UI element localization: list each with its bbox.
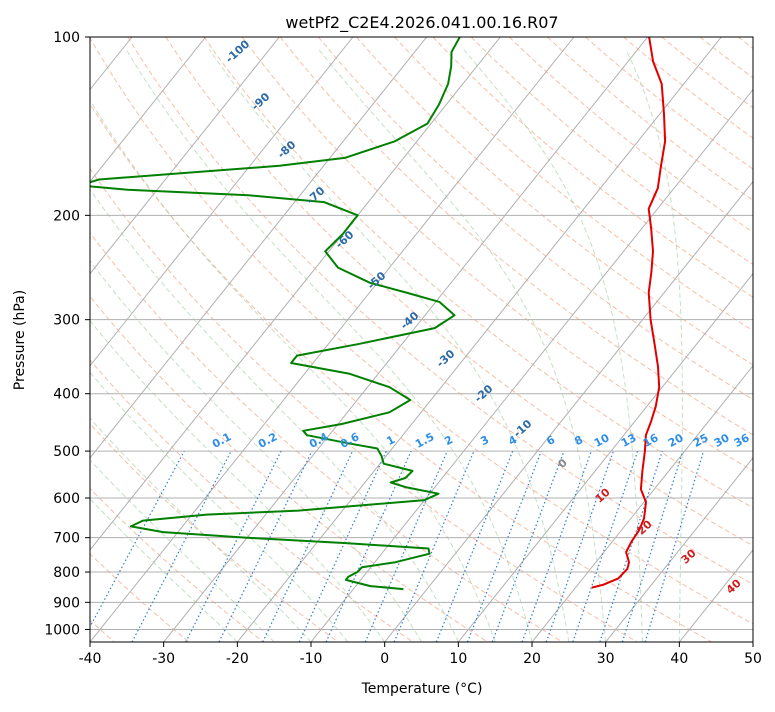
x-tick-label: 20 bbox=[523, 651, 541, 667]
y-tick-label: 500 bbox=[53, 444, 80, 460]
y-tick-label: 100 bbox=[53, 30, 80, 46]
y-tick-label: 900 bbox=[53, 595, 80, 611]
x-tick-label: 40 bbox=[670, 651, 688, 667]
x-tick-label: -40 bbox=[79, 651, 102, 667]
chart-title: wetPf2_C2E4.2026.041.00.16.R07 bbox=[285, 13, 558, 33]
x-tick-label: 0 bbox=[380, 651, 389, 667]
y-tick-label: 700 bbox=[53, 531, 80, 547]
x-tick-label: -20 bbox=[226, 651, 249, 667]
x-tick-label: 30 bbox=[597, 651, 615, 667]
y-tick-label: 300 bbox=[53, 313, 80, 329]
x-axis-label: Temperature (°C) bbox=[361, 681, 483, 697]
x-tick-label: -30 bbox=[152, 651, 175, 667]
y-axis-label: Pressure (hPa) bbox=[12, 290, 28, 390]
x-tick-label: 10 bbox=[449, 651, 467, 667]
y-tick-label: 800 bbox=[53, 565, 80, 581]
y-tick-label: 1000 bbox=[44, 622, 80, 638]
y-tick-label: 400 bbox=[53, 387, 80, 403]
y-tick-label: 600 bbox=[53, 491, 80, 507]
x-tick-label: -10 bbox=[300, 651, 323, 667]
x-tick-label: 50 bbox=[744, 651, 762, 667]
y-tick-label: 200 bbox=[53, 208, 80, 224]
